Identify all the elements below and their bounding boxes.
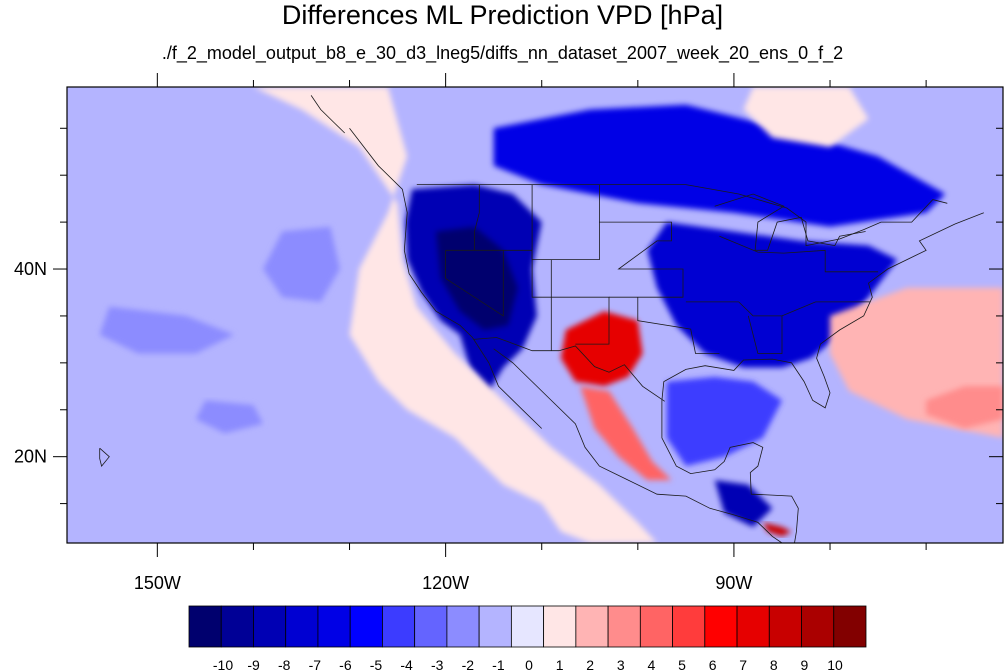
colorbar-swatch — [317, 605, 351, 648]
colorbar-swatch — [704, 605, 738, 648]
colorbar-label: -3 — [431, 657, 444, 672]
region-gulf-negative — [666, 376, 782, 467]
colorbar-label: 10 — [827, 657, 843, 672]
alaska-panhandle — [310, 95, 345, 134]
colorbar-label: 1 — [556, 657, 564, 672]
state-lines-2 — [445, 249, 610, 345]
colorbar-swatch — [349, 605, 383, 648]
colorbar-label: -4 — [400, 657, 413, 672]
colorbar-label: 7 — [739, 657, 747, 672]
colorbar-label: 2 — [586, 657, 594, 672]
region-sierra-madre-positive — [580, 386, 672, 481]
lon-tick-label: 150W — [134, 573, 181, 593]
lat-tick-label: 20N — [14, 447, 47, 467]
region-central-canada — [493, 104, 946, 227]
coastline-west — [349, 128, 542, 429]
lon-tick-label: 90W — [715, 573, 752, 593]
colorbar-swatch — [285, 605, 319, 648]
colorbar-label: 0 — [525, 657, 533, 672]
lat-tick-label: 40N — [14, 259, 47, 279]
colorbar-label: -6 — [339, 657, 352, 672]
colorbar: -10 -9 -8 -7 -6 -5 -4 -3 -2 -1 0 1 2 3 4 5 6 7 8 9 10 — [188, 605, 867, 672]
region-pacific-blob-1 — [99, 306, 235, 354]
region-atlantic-core — [926, 386, 1003, 429]
colorbar-swatch — [510, 605, 545, 648]
colorbar-swatch — [736, 605, 770, 648]
state-lines-10 — [474, 184, 480, 251]
state-lines-6 — [637, 297, 720, 354]
colorbar-label: 5 — [678, 657, 686, 672]
state-lines-3 — [445, 250, 504, 317]
region-hudson-bay-positive — [743, 87, 869, 147]
chart-subtitle: ./f_2_model_output_b8_e_30_d3_lneg5/diff… — [161, 43, 844, 63]
colorbar-swatch — [768, 605, 802, 648]
colorbar-swatch — [478, 605, 512, 648]
chart-title: Differences ML Prediction VPD [hPa] — [281, 0, 724, 30]
colorbar-label: 9 — [801, 657, 809, 672]
colorbar-label: -9 — [247, 657, 260, 672]
colorbar-label: -10 — [213, 657, 233, 672]
coastlines — [99, 95, 984, 543]
state-lines-5 — [599, 221, 684, 298]
colorbar-label: -5 — [370, 657, 383, 672]
great-lakes — [714, 193, 866, 251]
colorbar-label: 6 — [709, 657, 717, 672]
coastline-mexico-west — [493, 348, 783, 543]
border-us-canada — [416, 184, 948, 247]
colorbar-swatch — [446, 605, 480, 648]
colorbar-swatch — [543, 605, 577, 648]
region-guatemala-negative — [714, 480, 773, 527]
hawaii — [99, 447, 110, 467]
region-pacific-blob-3 — [195, 400, 263, 434]
colorbar-swatch — [801, 605, 835, 648]
state-lines-8 — [719, 235, 879, 273]
state-lines-7 — [685, 301, 871, 317]
coastline-gulf — [661, 212, 984, 409]
colorbar-swatch — [253, 605, 287, 648]
colorbar-swatch — [575, 605, 609, 648]
anomaly-regions — [99, 87, 1003, 543]
colorbar-swatch — [639, 605, 673, 648]
colorbar-label: 8 — [770, 657, 778, 672]
colorbar-swatch — [382, 605, 416, 648]
colorbar-label: -1 — [492, 657, 505, 672]
lon-tick-label: 120W — [422, 573, 469, 593]
colorbar-swatch — [414, 605, 448, 648]
axis-tick-labels: 150W 120W 90W 40N 20N — [14, 259, 752, 593]
colorbar-swatch — [188, 605, 222, 648]
colorbar-label: 3 — [617, 657, 625, 672]
colorbar-label: -7 — [309, 657, 322, 672]
plot-frame — [66, 86, 1004, 544]
colorbar-swatch — [833, 605, 867, 648]
region-great-basin-core — [436, 226, 518, 330]
colorbar-swatch — [607, 605, 641, 648]
colorbar-label: -8 — [278, 657, 291, 672]
border-us-mexico — [473, 337, 665, 402]
region-central-america-positive — [762, 522, 792, 537]
state-lines-9 — [747, 315, 783, 354]
region-pacific-blob-2 — [263, 226, 340, 302]
region-southwest-heat — [560, 311, 643, 387]
colorbar-swatch — [220, 605, 254, 648]
coastline-mexico-east — [661, 400, 799, 543]
colorbar-swatch — [672, 605, 706, 648]
colorbar-label: 4 — [648, 657, 656, 672]
colorbar-label: -2 — [462, 657, 475, 672]
axis-ticks — [53, 73, 1003, 557]
